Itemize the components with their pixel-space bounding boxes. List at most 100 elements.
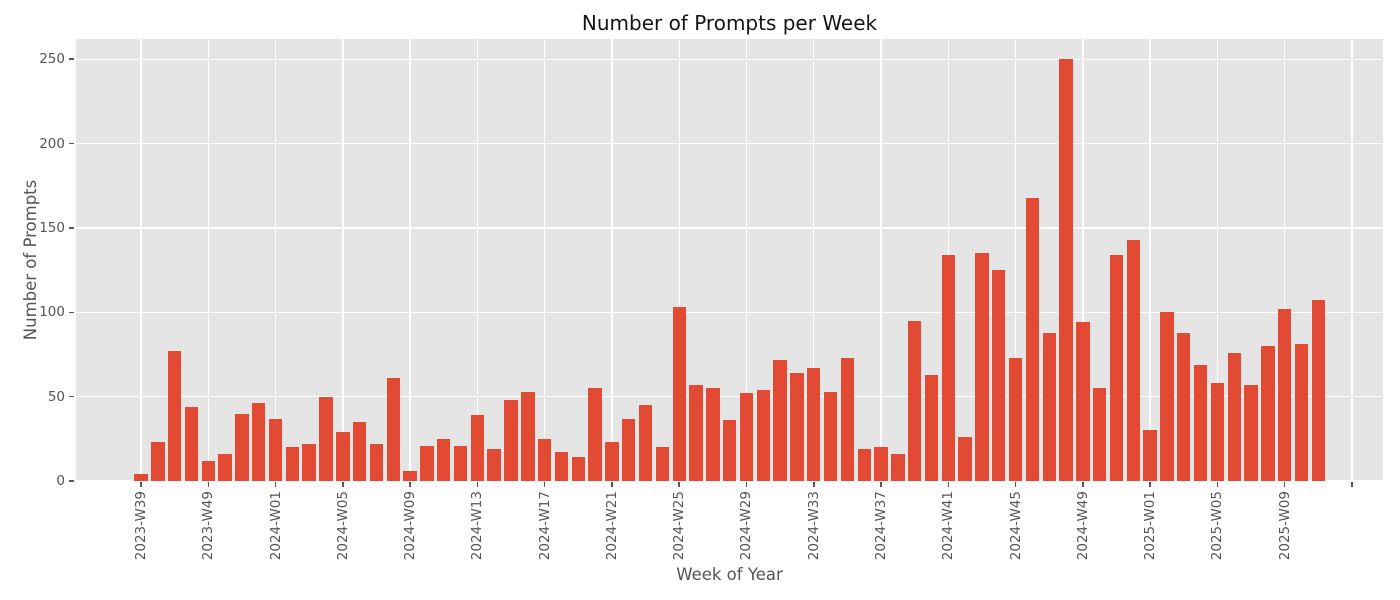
x-gridline: [1216, 39, 1219, 481]
x-gridline: [543, 39, 546, 481]
bar: [1126, 239, 1140, 481]
x-tick-label: 2024-W21: [603, 491, 620, 561]
y-gridline: [76, 480, 1383, 482]
x-tick-label: 2024-W05: [334, 491, 351, 561]
bar: [992, 270, 1006, 481]
y-tick-label: 100: [39, 304, 65, 321]
bar: [739, 393, 754, 481]
bar: [437, 438, 451, 481]
bar: [807, 367, 821, 481]
y-gridline: [76, 311, 1383, 313]
x-tick-mark: [1082, 482, 1084, 487]
bar: [336, 432, 350, 481]
y-gridline: [76, 227, 1383, 229]
x-tick-mark: [543, 482, 546, 487]
bar: [1076, 322, 1090, 481]
bar: [352, 421, 367, 481]
x-tick-label: 2024-W33: [805, 491, 822, 561]
x-tick-mark: [342, 482, 344, 487]
x-tick-label: 2024-W01: [267, 491, 284, 561]
bar: [268, 418, 283, 481]
bar: [369, 443, 384, 481]
bar: [1294, 344, 1309, 481]
x-tick-mark: [274, 482, 277, 487]
bar: [756, 389, 770, 481]
bar: [1025, 197, 1040, 481]
x-tick-label: 2023-W49: [200, 491, 217, 561]
y-tick-label: 250: [39, 51, 65, 68]
bar: [453, 445, 468, 481]
bar: [975, 253, 989, 481]
x-gridline: [1351, 39, 1353, 481]
bar: [151, 442, 165, 481]
x-gridline: [678, 39, 680, 481]
bar: [403, 470, 417, 481]
bar: [773, 359, 787, 481]
x-gridline: [880, 39, 882, 481]
bar: [1042, 332, 1056, 481]
x-tick-mark: [207, 482, 210, 487]
bar: [1143, 430, 1157, 481]
x-tick-label: 2024-W09: [402, 491, 419, 561]
y-tick-mark: [69, 142, 74, 145]
y-gridline: [76, 142, 1383, 145]
y-tick-mark: [69, 395, 74, 398]
x-gridline: [611, 39, 613, 481]
bar: [958, 437, 972, 481]
bar: [285, 447, 300, 481]
x-tick-label: 2023-W39: [133, 491, 149, 561]
y-tick-label: 0: [56, 473, 65, 489]
bar: [672, 307, 686, 481]
x-tick-mark: [678, 482, 680, 487]
bar: [874, 447, 888, 481]
bar: [235, 413, 249, 481]
y-tick-label: 150: [39, 219, 65, 236]
x-tick-mark: [409, 482, 411, 487]
x-gridline: [1283, 39, 1286, 481]
x-gridline: [745, 39, 748, 481]
x-gridline: [274, 39, 277, 481]
x-tick-mark: [1149, 482, 1151, 487]
bar: [655, 447, 670, 481]
x-tick-label: 2024-W49: [1074, 491, 1091, 561]
chart-title: Number of Prompts per Week: [581, 11, 878, 35]
bar: [201, 460, 215, 481]
y-tick-mark: [69, 58, 74, 60]
y-tick-mark: [69, 480, 74, 482]
bar: [907, 320, 922, 481]
x-tick-mark: [745, 482, 748, 487]
x-gridline: [476, 39, 479, 481]
bar: [790, 373, 804, 481]
bar: [722, 420, 737, 481]
x-tick-label: 2025-W09: [1276, 491, 1293, 561]
bar: [1109, 254, 1124, 481]
x-tick-mark: [813, 482, 815, 487]
bar: [134, 474, 148, 481]
bar: [504, 400, 518, 481]
bar: [1193, 364, 1208, 481]
y-tick-mark: [69, 311, 74, 314]
x-tick-label: 2024-W37: [873, 491, 890, 561]
x-tick-mark: [476, 482, 479, 487]
x-tick-mark: [947, 482, 950, 487]
x-tick-label: 2024-W13: [469, 491, 486, 561]
x-tick-label: 2025-W01: [1142, 491, 1159, 561]
x-tick-label: 2024-W45: [1007, 491, 1024, 561]
bar: [252, 403, 266, 481]
bar: [857, 448, 871, 481]
bar: [167, 351, 182, 481]
x-tick-mark: [1014, 482, 1017, 487]
bar: [605, 442, 619, 481]
bar: [1210, 383, 1225, 481]
y-tick-label: 200: [39, 135, 65, 152]
bar: [823, 391, 838, 481]
bar: [1277, 308, 1292, 481]
x-gridline: [342, 39, 344, 481]
x-gridline: [813, 39, 815, 481]
x-gridline: [207, 39, 209, 481]
bar: [638, 405, 653, 481]
y-gridline: [76, 58, 1383, 60]
bar: [1092, 388, 1107, 481]
x-tick-label: 2024-W41: [940, 491, 957, 561]
